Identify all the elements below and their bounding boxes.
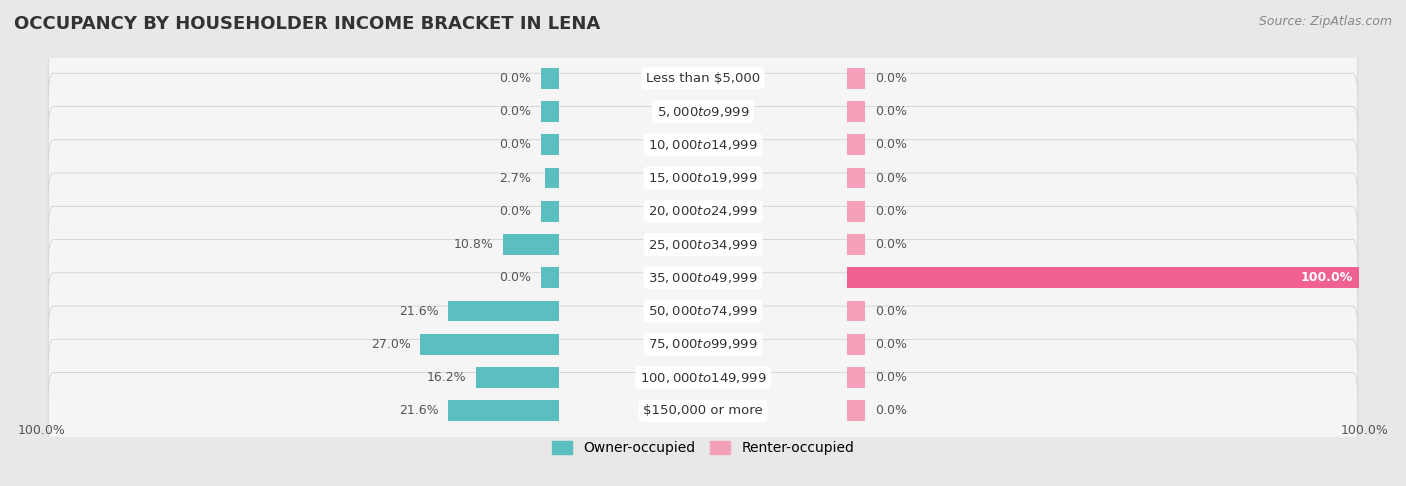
FancyBboxPatch shape <box>48 339 1358 416</box>
Bar <box>848 168 865 189</box>
Text: 0.0%: 0.0% <box>875 172 907 185</box>
Text: 0.0%: 0.0% <box>499 205 531 218</box>
Text: 16.2%: 16.2% <box>426 371 465 384</box>
Text: 21.6%: 21.6% <box>399 404 439 417</box>
Bar <box>449 301 558 321</box>
Text: 0.0%: 0.0% <box>875 404 907 417</box>
Text: 0.0%: 0.0% <box>875 305 907 317</box>
Text: 0.0%: 0.0% <box>499 271 531 284</box>
Text: 0.0%: 0.0% <box>875 72 907 85</box>
Text: 0.0%: 0.0% <box>875 139 907 151</box>
Text: $25,000 to $34,999: $25,000 to $34,999 <box>648 238 758 252</box>
FancyBboxPatch shape <box>48 106 1358 183</box>
Bar <box>848 367 865 388</box>
Text: 0.0%: 0.0% <box>875 205 907 218</box>
Text: $35,000 to $49,999: $35,000 to $49,999 <box>648 271 758 285</box>
Text: 0.0%: 0.0% <box>499 72 531 85</box>
Bar <box>546 168 558 189</box>
Bar <box>848 201 865 222</box>
Text: 0.0%: 0.0% <box>875 105 907 118</box>
Text: 0.0%: 0.0% <box>875 338 907 351</box>
Bar <box>503 234 558 255</box>
FancyBboxPatch shape <box>48 306 1358 382</box>
Text: $20,000 to $24,999: $20,000 to $24,999 <box>648 204 758 218</box>
Bar <box>848 334 865 355</box>
FancyBboxPatch shape <box>48 373 1358 449</box>
Text: 0.0%: 0.0% <box>875 238 907 251</box>
Bar <box>541 267 558 288</box>
Legend: Owner-occupied, Renter-occupied: Owner-occupied, Renter-occupied <box>546 435 860 461</box>
FancyBboxPatch shape <box>48 206 1358 283</box>
Bar <box>541 135 558 155</box>
Text: $50,000 to $74,999: $50,000 to $74,999 <box>648 304 758 318</box>
Text: 0.0%: 0.0% <box>875 371 907 384</box>
Text: 0.0%: 0.0% <box>499 139 531 151</box>
Text: 21.6%: 21.6% <box>399 305 439 317</box>
Text: Source: ZipAtlas.com: Source: ZipAtlas.com <box>1258 15 1392 28</box>
Text: $150,000 or more: $150,000 or more <box>643 404 763 417</box>
Text: OCCUPANCY BY HOUSEHOLDER INCOME BRACKET IN LENA: OCCUPANCY BY HOUSEHOLDER INCOME BRACKET … <box>14 15 600 33</box>
Text: 100.0%: 100.0% <box>1301 271 1353 284</box>
FancyBboxPatch shape <box>48 73 1358 150</box>
Bar <box>848 301 865 321</box>
Text: 100.0%: 100.0% <box>17 424 65 437</box>
Text: 0.0%: 0.0% <box>499 105 531 118</box>
FancyBboxPatch shape <box>48 140 1358 216</box>
Bar <box>848 400 865 421</box>
Bar <box>541 201 558 222</box>
Bar <box>541 68 558 88</box>
Bar <box>449 400 558 421</box>
FancyBboxPatch shape <box>48 40 1358 117</box>
Text: Less than $5,000: Less than $5,000 <box>645 72 761 85</box>
Bar <box>848 68 865 88</box>
Bar <box>848 135 865 155</box>
Bar <box>475 367 558 388</box>
Bar <box>420 334 558 355</box>
FancyBboxPatch shape <box>48 273 1358 349</box>
Text: 100.0%: 100.0% <box>1341 424 1389 437</box>
Text: 27.0%: 27.0% <box>371 338 411 351</box>
Bar <box>848 267 1360 288</box>
Bar <box>541 101 558 122</box>
Bar <box>848 101 865 122</box>
Text: $75,000 to $99,999: $75,000 to $99,999 <box>648 337 758 351</box>
Text: $5,000 to $9,999: $5,000 to $9,999 <box>657 104 749 119</box>
Text: $15,000 to $19,999: $15,000 to $19,999 <box>648 171 758 185</box>
Text: $10,000 to $14,999: $10,000 to $14,999 <box>648 138 758 152</box>
FancyBboxPatch shape <box>48 240 1358 316</box>
Text: $100,000 to $149,999: $100,000 to $149,999 <box>640 370 766 384</box>
Text: 2.7%: 2.7% <box>499 172 531 185</box>
Text: 10.8%: 10.8% <box>454 238 494 251</box>
Bar <box>848 234 865 255</box>
FancyBboxPatch shape <box>48 173 1358 249</box>
